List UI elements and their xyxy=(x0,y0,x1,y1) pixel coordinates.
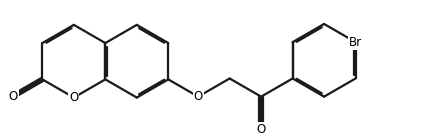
Text: O: O xyxy=(193,90,202,103)
Text: O: O xyxy=(69,91,78,104)
Text: O: O xyxy=(9,90,18,103)
Text: O: O xyxy=(256,123,265,136)
Text: Br: Br xyxy=(348,36,361,49)
